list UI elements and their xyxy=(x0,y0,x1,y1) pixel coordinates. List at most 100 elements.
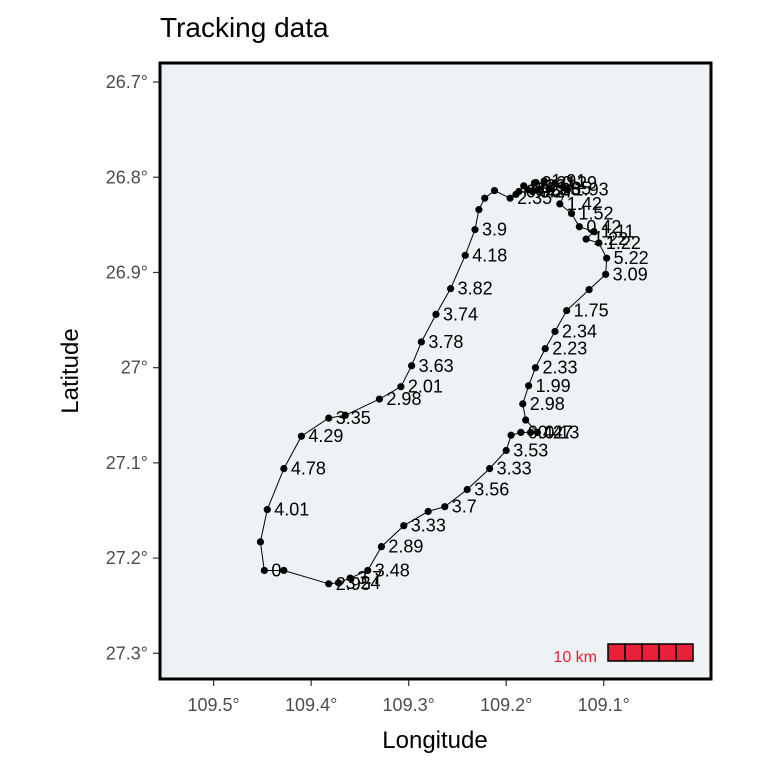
point-label: 3.48 xyxy=(375,560,410,580)
point-label: 3.63 xyxy=(419,356,454,376)
track-point xyxy=(556,200,564,208)
track-point xyxy=(280,566,288,575)
point-label: 1.22 xyxy=(606,233,641,253)
track-point xyxy=(531,364,540,372)
point-label: 2.01 xyxy=(408,377,443,397)
point-label: 2.95 xyxy=(336,574,371,594)
point-label: 1.85 xyxy=(556,179,591,199)
track-point xyxy=(486,464,494,473)
track-point xyxy=(400,522,408,530)
point-label: 1.99 xyxy=(536,376,571,396)
point-label: 0.47 xyxy=(538,422,573,442)
point-label: 4.18 xyxy=(472,245,507,265)
track-point xyxy=(582,235,590,243)
point-label: 1.42 xyxy=(567,194,602,214)
y-tick-label: 26.9° xyxy=(106,262,148,282)
point-label: 3.35 xyxy=(336,408,371,428)
track-point xyxy=(408,362,416,370)
y-tick-label: 27.3° xyxy=(106,643,148,663)
track-point xyxy=(602,270,610,278)
track-point xyxy=(551,327,559,336)
point-label: 2.35 xyxy=(517,188,552,208)
point-label: 3.9 xyxy=(482,220,507,240)
x-tick-label: 109.5° xyxy=(188,695,240,715)
point-label: 0.13 xyxy=(544,422,579,442)
track-point xyxy=(520,182,528,190)
point-label: 3.53 xyxy=(513,440,548,460)
track-point xyxy=(506,194,514,202)
map-panel xyxy=(158,61,713,681)
track-point xyxy=(534,186,542,194)
track-point xyxy=(533,428,542,437)
y-tick-label: 27.2° xyxy=(106,548,148,568)
track-point xyxy=(260,566,268,575)
point-label: 3.7 xyxy=(357,568,382,588)
track-point xyxy=(590,227,598,236)
track-point xyxy=(441,503,449,511)
point-label: 3.09 xyxy=(613,264,648,284)
track-point xyxy=(540,177,548,185)
track-point xyxy=(481,194,489,202)
point-label: 1.52 xyxy=(579,203,614,223)
chart-title: Tracking data xyxy=(160,12,329,43)
point-label: 1.75 xyxy=(574,301,609,321)
track-point xyxy=(512,190,520,198)
track-point xyxy=(334,579,343,587)
scale-segment-1 xyxy=(607,643,626,662)
point-label: 0.27 xyxy=(540,182,575,202)
y-axis-label: Latitude xyxy=(57,328,84,413)
scale-segment-2 xyxy=(624,643,643,662)
track-point xyxy=(551,179,559,187)
point-label: 1.91 xyxy=(551,171,586,191)
track-point xyxy=(280,464,288,473)
x-tick-label: 109.2° xyxy=(480,695,532,715)
scale-bar: 10 km xyxy=(553,643,694,666)
track-point xyxy=(585,285,593,294)
point-label: 5.22 xyxy=(614,248,649,268)
point-label: 4.01 xyxy=(274,500,309,520)
track-point xyxy=(575,223,583,231)
track-point xyxy=(530,179,539,187)
y-tick-label: 26.8° xyxy=(106,167,148,187)
track-point xyxy=(325,580,333,588)
x-tick-label: 109.4° xyxy=(285,695,337,715)
point-label: 1.22 xyxy=(593,229,628,249)
point-label: 0 xyxy=(271,560,281,580)
point-label: 2.89 xyxy=(388,537,423,557)
track-point xyxy=(603,254,611,262)
point-label: 0.31 xyxy=(541,173,576,193)
scale-bar-label: 10 km xyxy=(553,649,597,666)
track-point xyxy=(364,566,372,575)
scale-segment-5 xyxy=(675,643,694,662)
track-point xyxy=(567,209,576,218)
track-point xyxy=(417,338,425,346)
scale-segment-3 xyxy=(641,643,660,662)
point-label: 3.7 xyxy=(452,497,477,517)
track-point xyxy=(447,285,455,293)
point-label: 3.56 xyxy=(474,480,509,500)
track-point xyxy=(563,186,571,194)
track-point xyxy=(526,428,535,437)
point-label: 0.29 xyxy=(562,173,597,193)
point-label: 3.24 xyxy=(345,573,380,593)
track-point xyxy=(461,251,469,259)
y-tick-label: 27° xyxy=(121,358,148,378)
track-point xyxy=(463,485,471,494)
point-label: 3.33 xyxy=(411,516,446,536)
track-layer xyxy=(256,177,611,588)
track-point xyxy=(490,186,499,195)
track-point xyxy=(502,446,510,455)
scale-segment-4 xyxy=(658,643,677,662)
point-label: 3.78 xyxy=(428,332,463,352)
point-label: 0.38 xyxy=(545,180,580,200)
track-point xyxy=(475,206,483,214)
y-axis: 26.7° 26.8° 26.9° 27° 27.1° 27.2° 27.3° xyxy=(106,72,159,663)
point-label: 2.98 xyxy=(386,389,421,409)
track-point xyxy=(563,306,571,315)
track-point xyxy=(424,507,432,516)
track-point xyxy=(375,395,384,403)
x-axis: 109.5° 109.4° 109.3° 109.2° 109.1° xyxy=(188,680,630,715)
point-label: 3.74 xyxy=(443,304,478,324)
point-label: 3.33 xyxy=(497,459,532,479)
